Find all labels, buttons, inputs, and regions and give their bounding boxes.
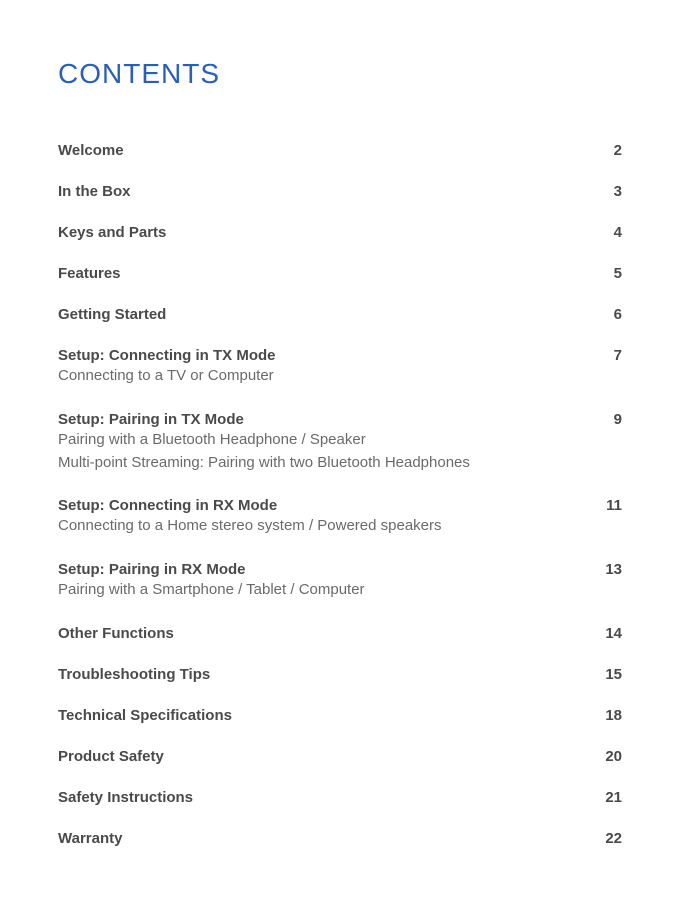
toc-entry: Setup: Pairing in RX Mode13Pairing with … [58, 561, 622, 601]
toc-entry-label: Other Functions [58, 625, 592, 642]
toc-row: Setup: Pairing in RX Mode13 [58, 561, 622, 578]
toc-entry-label: In the Box [58, 183, 592, 200]
toc-entry-subtitle: Pairing with a Smartphone / Tablet / Com… [58, 579, 622, 601]
toc-entry-page: 9 [592, 411, 622, 428]
toc-entry-subtitle: Pairing with a Bluetooth Headphone / Spe… [58, 429, 622, 451]
toc-row: Setup: Connecting in RX Mode11 [58, 497, 622, 514]
toc-entry-label: Product Safety [58, 748, 592, 765]
toc-entry-page: 18 [592, 707, 622, 724]
toc-entry-page: 15 [592, 666, 622, 683]
toc-entry: Getting Started6 [58, 306, 622, 323]
toc-entry-label: Safety Instructions [58, 789, 592, 806]
toc-entry-subtitle: Connecting to a Home stereo system / Pow… [58, 515, 622, 537]
toc-row: Safety Instructions21 [58, 789, 622, 806]
toc-list: Welcome2 In the Box3 Keys and Parts4 Featur… [58, 142, 622, 847]
toc-entry-label: Technical Specifications [58, 707, 592, 724]
toc-entry: In the Box3 [58, 183, 622, 200]
toc-entry-label: Getting Started [58, 306, 592, 323]
toc-entry: Safety Instructions21 [58, 789, 622, 806]
toc-entry-label: Setup: Pairing in TX Mode [58, 411, 592, 428]
toc-entry-page: 4 [592, 224, 622, 241]
toc-entry-label: Features [58, 265, 592, 282]
toc-entry-page: 5 [592, 265, 622, 282]
toc-entry-label: Warranty [58, 830, 592, 847]
toc-row: Setup: Pairing in TX Mode9 [58, 411, 622, 428]
toc-entry-page: 21 [592, 789, 622, 806]
toc-entry: Warranty22 [58, 830, 622, 847]
toc-entry: Setup: Pairing in TX Mode9Pairing with a… [58, 411, 622, 474]
toc-entry-page: 2 [592, 142, 622, 159]
toc-row: Keys and Parts4 [58, 224, 622, 241]
toc-entry-label: Welcome [58, 142, 592, 159]
toc-entry: Setup: Connecting in RX Mode11Connecting… [58, 497, 622, 537]
toc-entry-page: 7 [592, 347, 622, 364]
toc-entry-page: 22 [592, 830, 622, 847]
toc-entry-page: 13 [592, 561, 622, 578]
toc-entry-subtitle: Connecting to a TV or Computer [58, 365, 622, 387]
toc-entry: Technical Specifications18 [58, 707, 622, 724]
toc-entry-label: Setup: Connecting in RX Mode [58, 497, 592, 514]
toc-row: Product Safety20 [58, 748, 622, 765]
toc-entry-page: 3 [592, 183, 622, 200]
toc-entry: Features5 [58, 265, 622, 282]
toc-entry: Keys and Parts4 [58, 224, 622, 241]
toc-entry-subtitle: Multi-point Streaming: Pairing with two … [58, 452, 622, 474]
toc-row: In the Box3 [58, 183, 622, 200]
toc-row: Other Functions14 [58, 625, 622, 642]
toc-row: Features5 [58, 265, 622, 282]
contents-page: CONTENTS Welcome2 In the Box3 Keys and Par… [0, 0, 680, 911]
toc-entry-label: Setup: Pairing in RX Mode [58, 561, 592, 578]
toc-entry: Welcome2 [58, 142, 622, 159]
toc-row: Getting Started6 [58, 306, 622, 323]
toc-row: Warranty22 [58, 830, 622, 847]
toc-entry-label: Keys and Parts [58, 224, 592, 241]
page-title: CONTENTS [58, 58, 622, 90]
toc-entry: Product Safety20 [58, 748, 622, 765]
toc-entry-page: 14 [592, 625, 622, 642]
toc-row: Technical Specifications18 [58, 707, 622, 724]
toc-row: Setup: Connecting in TX Mode7 [58, 347, 622, 364]
toc-entry: Setup: Connecting in TX Mode7Connecting … [58, 347, 622, 387]
toc-entry-label: Troubleshooting Tips [58, 666, 592, 683]
toc-entry-label: Setup: Connecting in TX Mode [58, 347, 592, 364]
toc-entry: Troubleshooting Tips15 [58, 666, 622, 683]
toc-entry: Other Functions14 [58, 625, 622, 642]
toc-entry-page: 6 [592, 306, 622, 323]
toc-row: Troubleshooting Tips15 [58, 666, 622, 683]
toc-entry-page: 20 [592, 748, 622, 765]
toc-row: Welcome2 [58, 142, 622, 159]
toc-entry-page: 11 [592, 497, 622, 514]
